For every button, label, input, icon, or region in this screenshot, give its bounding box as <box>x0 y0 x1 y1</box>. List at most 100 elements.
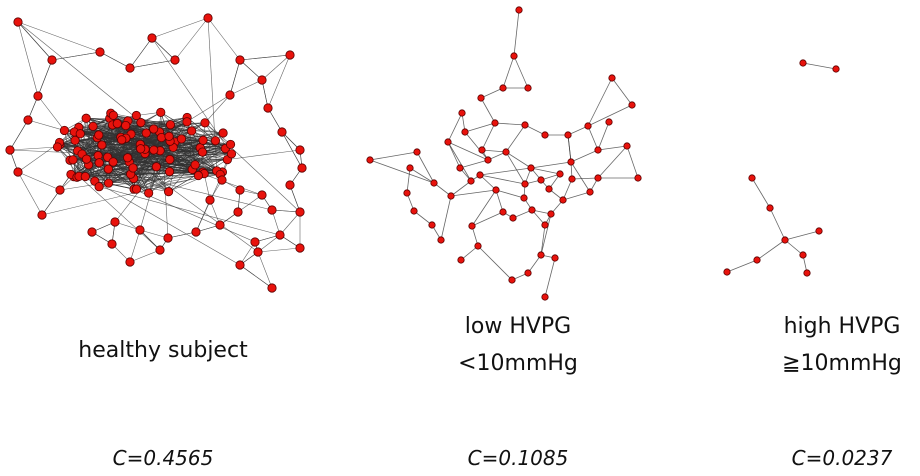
network-edge <box>481 149 507 153</box>
network-edge <box>9 119 29 151</box>
network-edge <box>130 159 170 175</box>
high-hvpg-threshold-label: ≧10mmHg <box>782 351 902 376</box>
network-edge <box>413 210 433 226</box>
network-node <box>584 122 592 130</box>
network-edge <box>756 239 786 261</box>
network-edge <box>204 122 301 213</box>
network-node <box>47 55 57 65</box>
network-node <box>474 242 482 250</box>
network-node <box>457 256 465 264</box>
network-node <box>428 221 436 229</box>
network-node <box>59 125 70 136</box>
network-edge <box>471 211 504 227</box>
network-edge <box>204 94 231 124</box>
network-edge <box>769 207 786 241</box>
network-edge <box>17 21 39 97</box>
network-edge <box>544 257 556 298</box>
network-edge <box>597 121 610 151</box>
high-hvpg-edges <box>726 62 837 274</box>
network-edge <box>108 168 149 194</box>
network-node <box>55 185 65 195</box>
network-node <box>634 174 642 182</box>
network-node <box>107 239 117 249</box>
network-node <box>190 160 200 170</box>
network-edge <box>530 161 572 169</box>
network-edge <box>76 123 118 178</box>
network-edge <box>540 213 552 256</box>
network-node <box>225 90 235 100</box>
network-edge <box>129 59 176 69</box>
network-node <box>467 177 475 185</box>
network-edge <box>784 239 804 256</box>
network-edge <box>440 195 452 241</box>
network-edge <box>239 264 273 289</box>
network-edge <box>479 167 532 176</box>
network-node <box>37 210 47 220</box>
network-edge <box>369 151 418 161</box>
network-edge <box>261 54 291 81</box>
network-edge <box>17 171 43 216</box>
network-edge <box>464 131 489 161</box>
network-node <box>94 158 104 168</box>
network-node <box>215 220 225 230</box>
network-edge <box>134 188 256 243</box>
network-node <box>103 178 114 188</box>
network-node <box>108 110 118 120</box>
network-node <box>81 154 92 164</box>
network-node <box>528 206 536 214</box>
healthy-nodes <box>5 13 307 293</box>
network-node <box>295 207 305 217</box>
network-node <box>149 145 159 155</box>
network-node <box>88 121 98 131</box>
network-node <box>297 163 307 173</box>
network-edge <box>17 21 53 61</box>
network-node <box>225 139 236 150</box>
network-edge <box>450 180 472 197</box>
network-edge <box>136 164 196 190</box>
network-node <box>235 55 245 65</box>
network-edge <box>129 249 161 263</box>
network-edge <box>495 189 504 213</box>
network-node <box>403 189 411 197</box>
network-edge <box>459 159 489 169</box>
network-edge <box>567 125 589 136</box>
network-node <box>477 94 485 102</box>
network-edge <box>229 59 241 96</box>
network-edge <box>587 77 613 127</box>
network-node <box>136 117 146 128</box>
network-edge <box>229 79 263 96</box>
network-edge <box>784 230 820 241</box>
network-node <box>285 50 295 60</box>
network-node <box>521 121 529 129</box>
network-node <box>108 157 118 167</box>
network-edge <box>136 140 204 190</box>
high-hvpg-clustering-coefficient: C=0.0237 <box>792 446 893 470</box>
network-node <box>80 171 90 182</box>
low-hvpg-nodes <box>366 6 642 301</box>
network-edge <box>369 159 435 184</box>
network-node <box>799 59 807 67</box>
network-node <box>628 101 636 109</box>
network-node <box>94 130 104 140</box>
network-node <box>541 131 549 139</box>
network-edge <box>447 141 489 161</box>
network-edge <box>51 51 101 61</box>
healthy-network-graph <box>5 13 307 293</box>
network-node <box>191 227 201 237</box>
network-node <box>123 153 133 163</box>
network-edge <box>562 178 573 201</box>
network-node <box>193 170 203 181</box>
network-edge <box>505 151 532 169</box>
network-node <box>164 167 175 177</box>
network-edge <box>406 167 411 194</box>
network-edge <box>281 131 303 169</box>
network-edge <box>567 134 572 163</box>
network-node <box>23 115 33 125</box>
low-hvpg-threshold-label: <10mmHg <box>458 351 578 376</box>
network-node <box>253 247 263 257</box>
network-edge <box>481 122 496 151</box>
network-node <box>295 145 305 155</box>
network-node <box>13 167 23 177</box>
network-edge <box>74 140 137 190</box>
network-edge <box>80 128 154 135</box>
